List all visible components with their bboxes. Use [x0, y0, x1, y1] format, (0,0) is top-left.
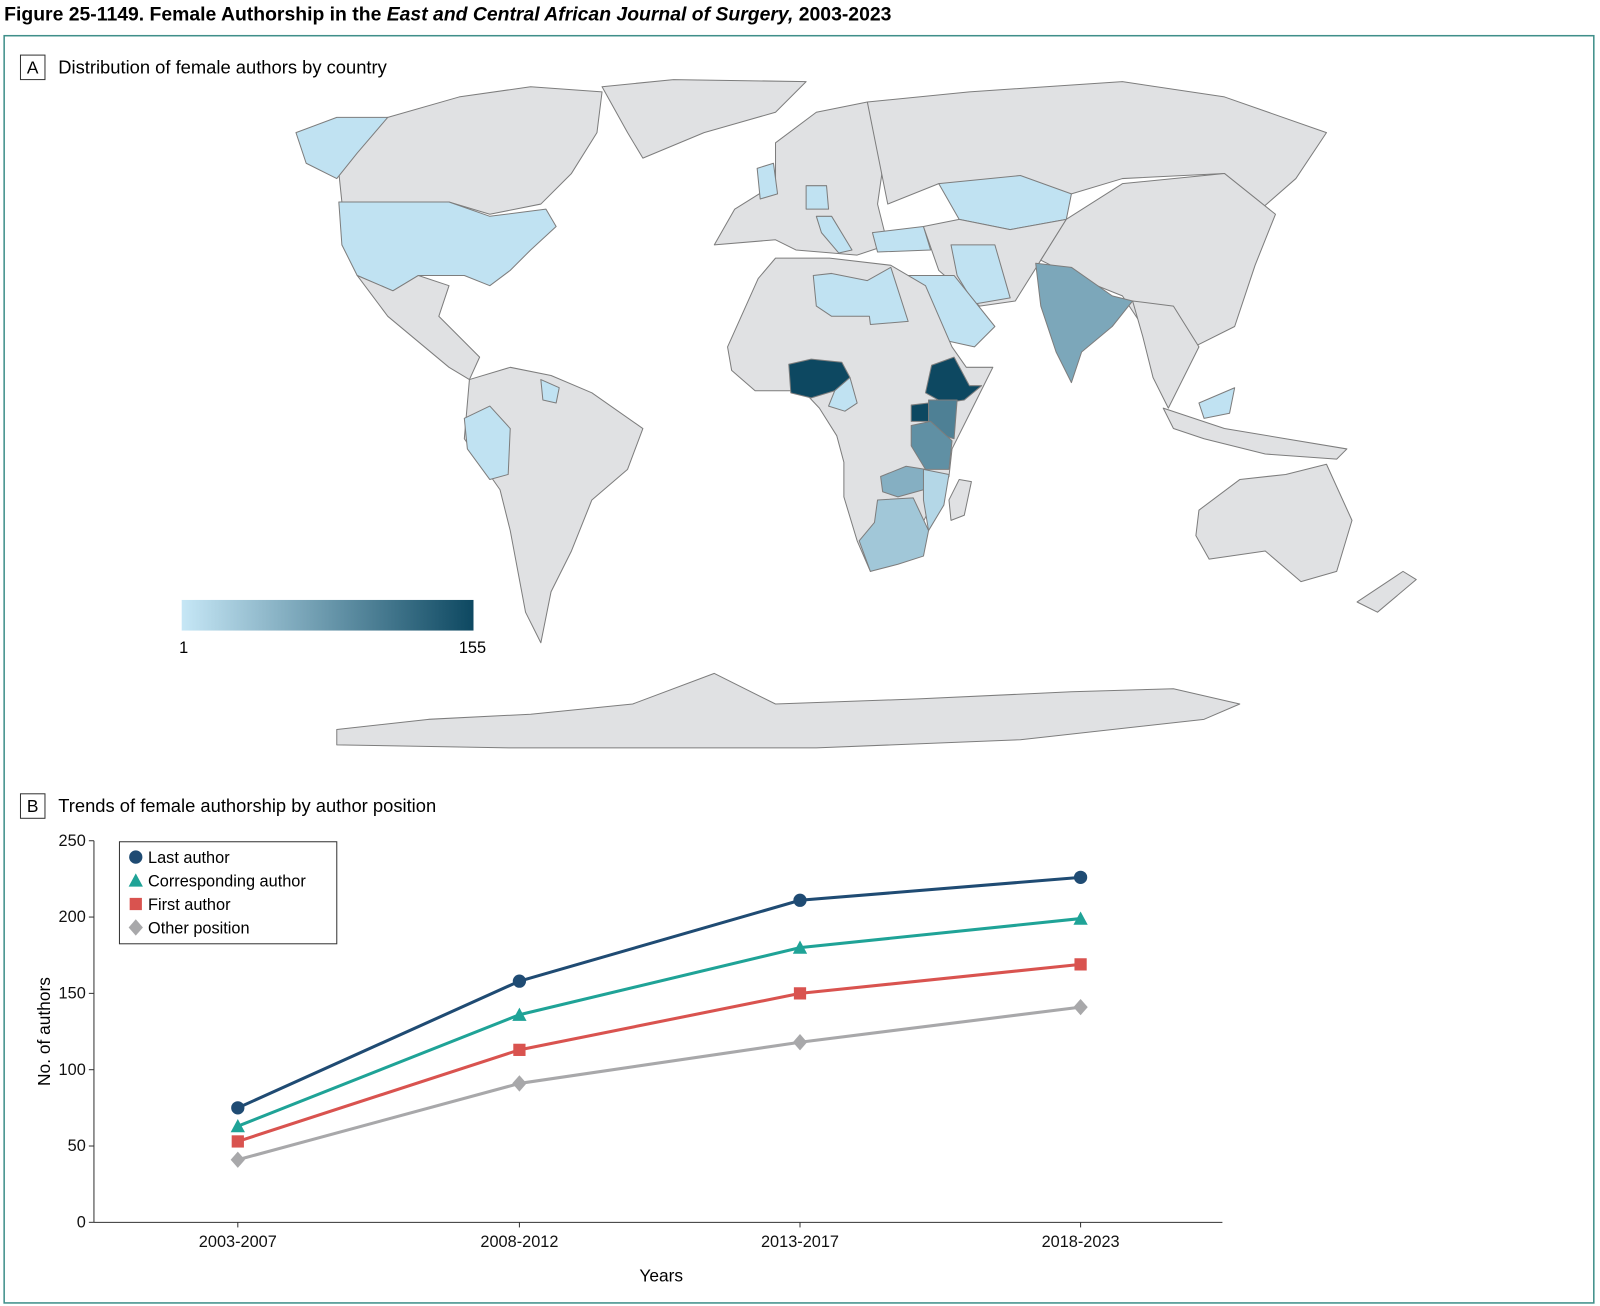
- series-line-corresponding-author: [237, 917, 1081, 1128]
- triangle-marker: [512, 1007, 527, 1021]
- legend-label: Corresponding author: [148, 873, 306, 891]
- legend-label: Last author: [148, 849, 230, 867]
- colorbar: [181, 599, 474, 631]
- figure-title: Figure 25-1149. Female Authorship in the…: [4, 3, 891, 25]
- country-kenya: [928, 399, 958, 440]
- line-chart: 0 50 100 150 200 250 2003-2007 2008-2012 2013-20…: [59, 832, 1223, 1251]
- country-australia: [1195, 463, 1353, 583]
- x-tick-label: 2013-2017: [761, 1233, 839, 1251]
- series-line-first-author: [237, 962, 1081, 1143]
- country-southeast-asia: [1132, 300, 1200, 409]
- y-tick-label: 0: [77, 1213, 86, 1231]
- y-tick-label: 200: [59, 908, 86, 926]
- country-canada: [336, 86, 603, 215]
- panel-b-letter: B: [27, 796, 39, 816]
- circle-marker: [231, 1101, 245, 1115]
- square-marker: [513, 1043, 526, 1056]
- diamond-marker: [230, 1151, 245, 1168]
- circle-marker: [1073, 870, 1088, 885]
- country-uk: [756, 162, 779, 200]
- triangle-marker: [1073, 911, 1088, 925]
- panel-a-letter: A: [27, 57, 39, 77]
- y-tick-label: 150: [59, 984, 86, 1002]
- x-tick-label: 2003-2007: [199, 1233, 277, 1251]
- world-map: [295, 79, 1417, 749]
- country-germany: [805, 185, 830, 210]
- series-other-position: [230, 998, 1088, 1168]
- series-line-other-position: [237, 1005, 1081, 1162]
- circle-marker: [793, 893, 807, 907]
- country-greenland: [601, 79, 807, 159]
- triangle-marker: [230, 1119, 245, 1133]
- y-axis-label: No. of authors: [34, 977, 54, 1086]
- figure-frame: [3, 34, 1595, 1304]
- country-southern-africa-light: [858, 497, 930, 572]
- country-north-africa-light: [812, 266, 909, 325]
- y-tick-label: 50: [68, 1137, 86, 1155]
- country-alaska: [295, 116, 389, 180]
- country-guyana: [540, 379, 560, 404]
- series-line-last-author: [237, 875, 1081, 1110]
- country-mexico-central-america: [356, 274, 481, 381]
- country-uganda: [910, 402, 930, 422]
- country-malaysia: [1198, 387, 1236, 419]
- panel-a-letter-box: [19, 54, 46, 81]
- country-mozambique: [922, 468, 950, 532]
- series-last-author: [231, 870, 1088, 1115]
- country-turkey: [871, 225, 932, 253]
- country-europe: [713, 101, 889, 256]
- triangle-marker: [792, 940, 808, 954]
- x-tick-label: 2018-2023: [1042, 1233, 1120, 1251]
- country-india: [1035, 262, 1134, 384]
- legend-circle-icon: [129, 850, 143, 864]
- x-tick-label: 2008-2012: [480, 1233, 558, 1251]
- country-tanzania: [910, 420, 953, 470]
- country-antarctica: [336, 672, 1241, 749]
- country-russia-north-asia: [866, 81, 1327, 215]
- square-marker: [231, 1135, 244, 1148]
- country-italy: [815, 215, 853, 254]
- country-usa: [338, 201, 557, 292]
- circle-marker: [512, 974, 527, 988]
- legend-label: First author: [148, 896, 231, 914]
- country-ethiopia: [924, 356, 983, 404]
- legend-square-icon: [129, 897, 142, 911]
- country-madagascar: [948, 479, 972, 521]
- square-marker: [793, 987, 807, 1000]
- legend-triangle-icon: [128, 873, 143, 887]
- country-indonesia: [1162, 407, 1348, 460]
- panel-a-title: Distribution of female authors by countr…: [58, 56, 387, 77]
- series-first-author: [231, 958, 1087, 1148]
- series-corresponding-author: [230, 911, 1088, 1133]
- diamond-marker: [792, 1034, 808, 1051]
- legend-label: Other position: [148, 920, 250, 938]
- panel-b-title: Trends of female authorship by author po…: [58, 795, 436, 816]
- colorbar-max-label: 155: [459, 639, 486, 657]
- legend: Last author Corresponding author First aut…: [118, 841, 338, 945]
- legend-box: [118, 841, 338, 945]
- x-axis-label: Years: [639, 1266, 683, 1286]
- country-new-zealand: [1356, 570, 1417, 613]
- y-tick-label: 250: [59, 832, 86, 850]
- panel-b-letter-box: [19, 793, 46, 819]
- square-marker: [1074, 958, 1087, 971]
- y-tick-label: 100: [59, 1061, 86, 1079]
- country-cameroon: [828, 377, 858, 412]
- country-iran: [950, 244, 1011, 305]
- diamond-marker: [1073, 998, 1088, 1016]
- colorbar-min-label: 1: [179, 639, 188, 657]
- country-peru: [463, 405, 511, 481]
- diamond-marker: [512, 1075, 527, 1092]
